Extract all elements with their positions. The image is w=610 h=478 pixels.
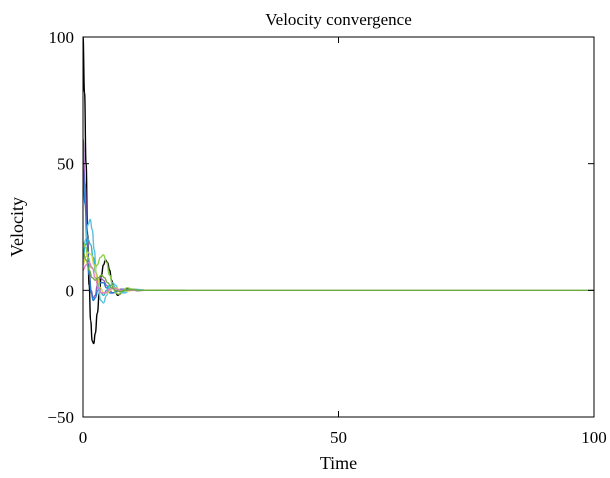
series-line-2 xyxy=(82,137,145,299)
tick-layer: 0 50 100 −50 0 50 100 xyxy=(47,28,606,447)
plot-frame xyxy=(82,36,595,418)
series-line-6 xyxy=(82,241,186,295)
series-line-9 xyxy=(82,251,594,293)
x-axis-title: Time xyxy=(320,453,357,473)
series-line-1 xyxy=(82,36,155,345)
series-line-8 xyxy=(82,261,145,294)
series-line-3 xyxy=(82,168,145,302)
x-tick-label-2: 100 xyxy=(581,428,607,447)
y-tick-label-1: 0 xyxy=(66,281,75,300)
y-tick-label-2: 50 xyxy=(57,155,74,174)
y-axis-title: Velocity xyxy=(7,197,27,257)
y-tick-label-3: 100 xyxy=(49,28,75,47)
x-tick-label-0: 0 xyxy=(79,428,88,447)
series-layer xyxy=(82,36,594,345)
chart-title: Velocity convergence xyxy=(265,10,411,29)
x-tick-label-1: 50 xyxy=(330,428,347,447)
y-tick-label-0: −50 xyxy=(47,408,74,427)
